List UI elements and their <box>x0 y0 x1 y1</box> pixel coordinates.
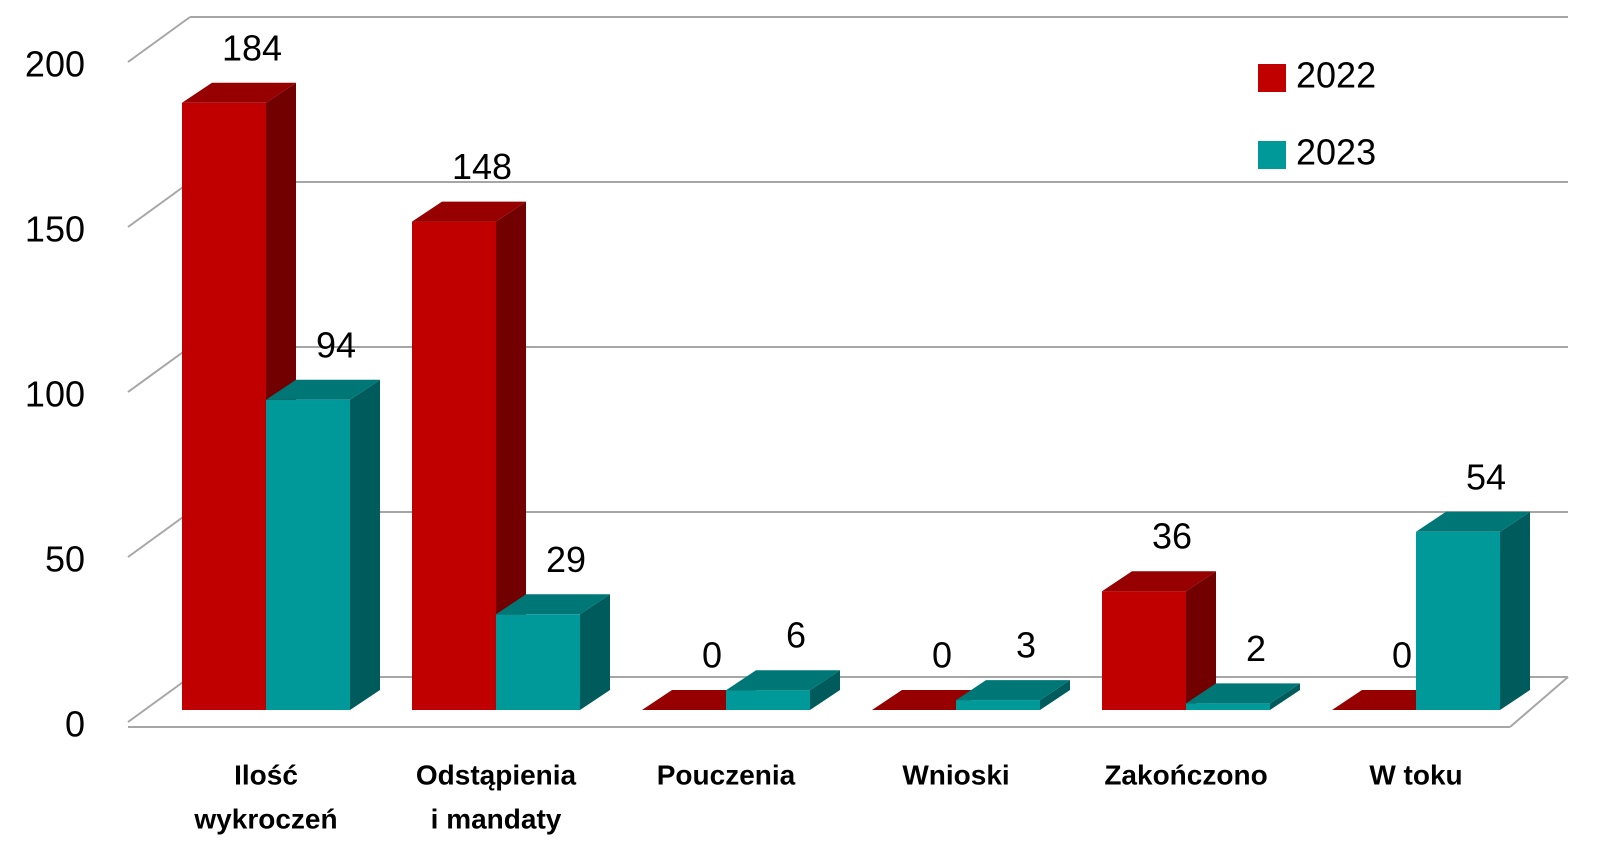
y-tick-label: 50 <box>45 539 85 580</box>
value-label: 29 <box>546 539 586 580</box>
x-tick-label: Odstąpienia <box>416 759 577 790</box>
bar-top <box>1416 511 1530 532</box>
y-tick-label: 100 <box>25 374 85 415</box>
value-label: 54 <box>1466 456 1506 497</box>
floor-line <box>1509 676 1569 728</box>
bar <box>266 399 350 710</box>
bar-top <box>182 82 296 103</box>
bar-top <box>726 670 840 691</box>
value-label: 0 <box>702 635 722 676</box>
x-tick-label: wykroczeń <box>193 803 337 834</box>
value-label: 94 <box>316 324 356 365</box>
grid-line <box>127 16 191 63</box>
bar <box>726 690 810 710</box>
bar-top <box>1102 571 1216 592</box>
bar-side <box>580 594 610 710</box>
grid-line <box>127 181 191 228</box>
grid-line <box>127 676 191 723</box>
x-tick-label: Pouczenia <box>657 759 796 790</box>
bar-side <box>1500 511 1530 710</box>
value-label: 0 <box>1392 635 1412 676</box>
bar <box>1416 531 1500 710</box>
value-label: 36 <box>1152 516 1192 557</box>
x-tick-label: Wnioski <box>902 759 1009 790</box>
x-tick-label: Zakończono <box>1104 759 1267 790</box>
bar-top <box>266 379 380 400</box>
bar <box>1102 591 1186 710</box>
bar <box>182 102 266 711</box>
bar-side <box>1270 683 1300 710</box>
legend-label: 2023 <box>1296 132 1376 173</box>
value-label: 148 <box>452 146 512 187</box>
value-label: 0 <box>932 635 952 676</box>
x-tick-label: Ilość <box>234 759 298 790</box>
y-tick-label: 150 <box>25 209 85 250</box>
x-tick-label: W toku <box>1369 759 1462 790</box>
bar-top <box>412 201 526 222</box>
bar-side <box>1040 680 1070 710</box>
bar-side <box>810 670 840 710</box>
bar-side <box>350 379 380 710</box>
legend-swatch <box>1258 141 1286 169</box>
value-label: 3 <box>1016 625 1036 666</box>
bar-top <box>496 594 610 615</box>
y-tick-label: 0 <box>65 704 85 745</box>
legend-label: 2022 <box>1296 55 1376 96</box>
bar-top <box>956 680 1070 701</box>
grid-line <box>127 511 191 558</box>
bar <box>956 700 1040 710</box>
bar-side <box>1186 571 1216 710</box>
bar <box>412 221 496 710</box>
bar-top <box>1186 683 1300 704</box>
grid-line <box>127 346 191 393</box>
bar <box>1186 703 1270 710</box>
y-tick-label: 200 <box>25 44 85 85</box>
value-label: 184 <box>222 27 282 68</box>
x-tick-label: i mandaty <box>431 803 562 834</box>
bar-side <box>496 201 526 710</box>
legend-swatch <box>1258 64 1286 92</box>
value-label: 2 <box>1246 628 1266 669</box>
bar <box>496 614 580 710</box>
value-label: 6 <box>786 615 806 656</box>
